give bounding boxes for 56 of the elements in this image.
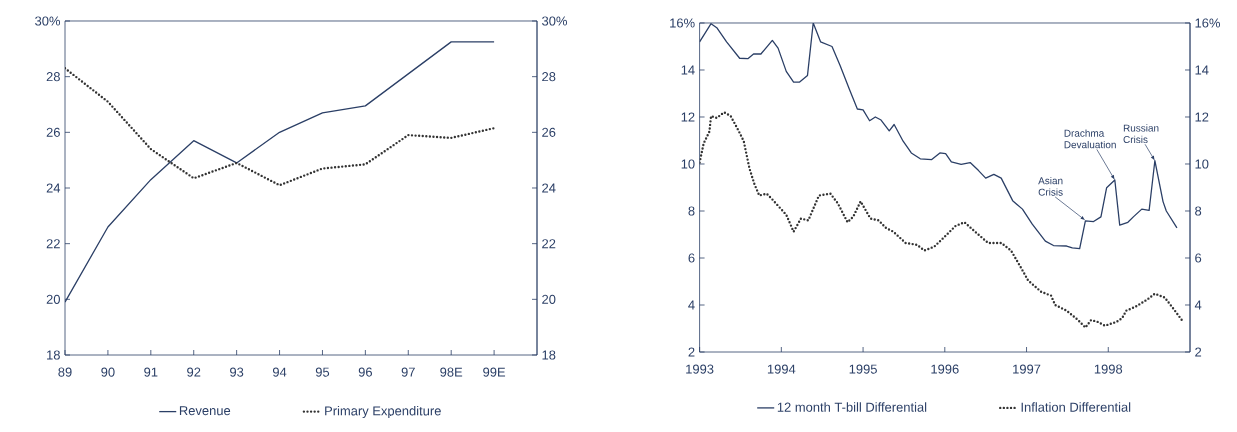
y2-tick-label: 6 bbox=[1195, 253, 1202, 263]
y-tick-label: 4 bbox=[688, 300, 695, 310]
x-tick-label: 89 bbox=[58, 367, 72, 377]
y2-tick-label: 24 bbox=[542, 183, 556, 193]
y-tick-label: 8 bbox=[688, 206, 695, 216]
x-tick-label: 91 bbox=[144, 367, 158, 377]
x-tick-label: 95 bbox=[315, 367, 330, 377]
x-tick-label: 94 bbox=[272, 367, 287, 377]
y-tick-label: 12 bbox=[681, 112, 695, 122]
x-tick-label: 90 bbox=[101, 367, 115, 377]
y2-tick-label: 20 bbox=[542, 294, 556, 304]
y-tick-label: 22 bbox=[46, 239, 60, 249]
y2-tick-label: 8 bbox=[1195, 206, 1202, 216]
y-tick-label: 28 bbox=[46, 72, 60, 82]
x-tick-label: 1995 bbox=[849, 364, 877, 374]
y2-tick-label: 18 bbox=[542, 350, 556, 360]
y-tick-label: 30% bbox=[35, 16, 61, 26]
y-tick-label: 26 bbox=[46, 127, 60, 137]
y2-tick-label: 26 bbox=[542, 127, 556, 137]
line-series bbox=[699, 111, 1184, 329]
y2-tick-label: 4 bbox=[1194, 300, 1202, 310]
x-tick-label: 96 bbox=[358, 367, 373, 377]
y-tick-label: 24 bbox=[46, 183, 61, 193]
x-tick-label: 1996 bbox=[931, 364, 959, 374]
legend-label: Inflation Differential bbox=[1021, 402, 1131, 412]
annotation: Asian Crisis bbox=[1038, 176, 1063, 196]
x-tick-label: 99E bbox=[483, 367, 506, 377]
y2-tick-label: 10 bbox=[1195, 159, 1209, 169]
y2-tick-label: 14 bbox=[1195, 65, 1209, 75]
x-tick-label: 93 bbox=[230, 367, 244, 377]
y-tick-label: 18 bbox=[47, 350, 60, 360]
y2-tick-label: 28 bbox=[542, 72, 556, 82]
legend-label: Primary Expenditure bbox=[325, 405, 441, 419]
legend-label: Revenue bbox=[179, 406, 231, 416]
y-tick-label: 10 bbox=[681, 159, 695, 169]
y2-tick-label: 16% bbox=[1195, 18, 1220, 28]
y-tick-label: 14 bbox=[681, 65, 695, 75]
line-series bbox=[65, 67, 496, 187]
x-tick-label: 98E bbox=[440, 367, 463, 377]
x-tick-label: 92 bbox=[187, 367, 201, 377]
y2-tick-label: 22 bbox=[542, 239, 556, 249]
y-tick-label: 2 bbox=[688, 347, 695, 357]
y-tick-label: 6 bbox=[688, 253, 695, 263]
y2-tick-label: 30% bbox=[542, 16, 567, 26]
x-tick-label: 1993 bbox=[686, 364, 714, 374]
y-tick-label: 20 bbox=[46, 294, 60, 304]
y2-tick-label: 2 bbox=[1195, 347, 1202, 357]
x-tick-label: 1998 bbox=[1094, 364, 1123, 374]
x-tick-label: 1997 bbox=[1013, 364, 1041, 374]
x-tick-label: 97 bbox=[401, 367, 415, 377]
annotation: Drachma Devaluation bbox=[1064, 129, 1116, 149]
y2-tick-label: 12 bbox=[1195, 112, 1209, 122]
x-tick-label: 1994 bbox=[767, 364, 796, 374]
annotation: Russian Crisis bbox=[1123, 124, 1159, 144]
legend-label: 12 month T-bill Differential bbox=[777, 402, 927, 412]
y-tick-label: 16% bbox=[670, 18, 695, 28]
